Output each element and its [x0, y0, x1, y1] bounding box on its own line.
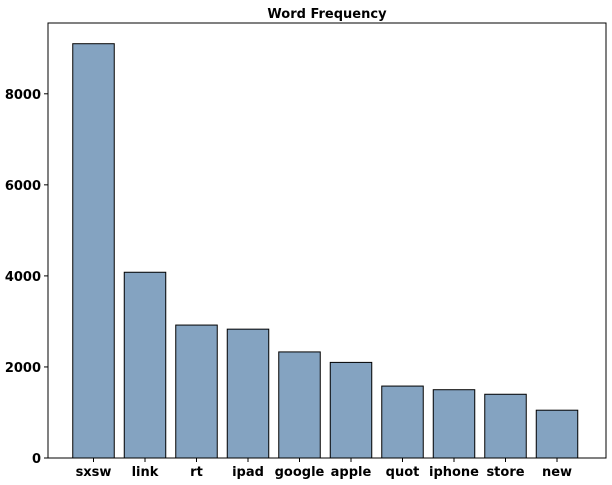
- bar-google: [278, 351, 321, 459]
- x-tick-label-store: store: [486, 465, 524, 480]
- y-tick-label-2000: 2000: [5, 361, 41, 376]
- plot-frame: [47, 22, 607, 459]
- chart-title: Word Frequency: [267, 7, 387, 22]
- x-tick-label-sxsw: sxsw: [76, 465, 112, 480]
- bar-iphone: [432, 389, 476, 459]
- y-axis-ticks: 0 2000 4000 6000 8000: [5, 88, 48, 467]
- x-tick-label-link: link: [132, 465, 159, 480]
- x-tick-label-ipad: ipad: [232, 465, 264, 480]
- y-tick-label-0: 0: [32, 452, 41, 467]
- bar-link: [123, 271, 167, 459]
- y-tick-label-6000: 6000: [5, 179, 41, 194]
- bar-quot: [381, 385, 424, 459]
- y-tick-label-4000: 4000: [5, 270, 41, 285]
- bar-store: [484, 393, 527, 459]
- x-axis-ticks: sxsw link rt ipad google apple quot iphone store…: [76, 458, 572, 480]
- bar-apple: [329, 361, 373, 459]
- x-tick-label-iphone: iphone: [429, 465, 479, 480]
- x-tick-label-google: google: [275, 465, 325, 480]
- bar-ipad: [226, 328, 270, 459]
- x-tick-label-new: new: [542, 465, 572, 480]
- x-tick-label-apple: apple: [331, 465, 372, 480]
- x-tick-label-quot: quot: [386, 465, 420, 480]
- x-tick-label-rt: rt: [190, 465, 203, 480]
- y-tick-label-8000: 8000: [5, 88, 41, 103]
- bar-new: [535, 409, 579, 459]
- bars-group: [72, 43, 579, 459]
- bar-rt: [175, 324, 218, 459]
- bar-sxsw: [72, 43, 115, 459]
